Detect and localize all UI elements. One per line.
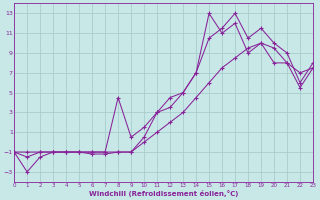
X-axis label: Windchill (Refroidissement éolien,°C): Windchill (Refroidissement éolien,°C) [89,190,238,197]
